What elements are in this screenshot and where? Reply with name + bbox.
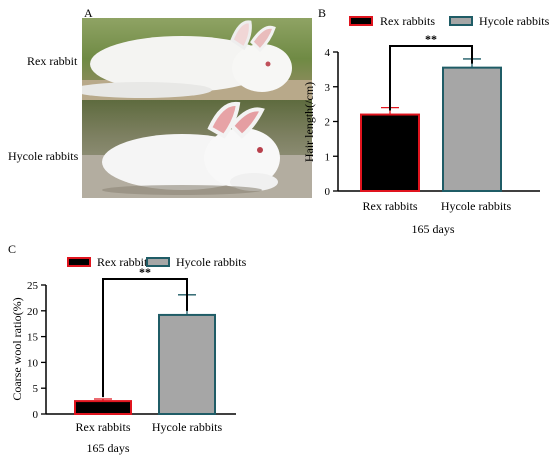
legend-b-rex-swatch	[349, 16, 373, 26]
legend-b-hycole-label: Hycole rabbits	[479, 14, 550, 28]
c-ytick-label-4: 20	[27, 306, 39, 318]
x-axis-label-c: 165 days	[87, 441, 130, 455]
x-axis-label-b: 165 days	[412, 222, 455, 236]
y-axis-label-c: Coarse wool ratio(%)	[10, 297, 24, 400]
b-significance-label: **	[425, 32, 437, 46]
x-cat-b-hycole: Hycole rabbits	[441, 199, 512, 213]
panel-b-letter: B	[318, 6, 327, 20]
b-significance-bracket	[389, 45, 473, 111]
legend-b-rex-label: Rex rabbits	[380, 14, 435, 28]
b-ytick-label-2: 2	[325, 117, 331, 129]
c-bar-0	[74, 400, 132, 416]
b-ytick-label-4: 4	[325, 47, 331, 59]
panel-a-letter: A	[84, 6, 93, 20]
rex-rabbit-photo	[82, 18, 312, 100]
c-significance-label: **	[139, 265, 151, 279]
legend-b-hycole-swatch	[449, 16, 473, 26]
legend-c-rex-label: Rex rabbits	[97, 255, 152, 269]
b-ytick-label-3: 3	[325, 82, 331, 94]
x-cat-c-rex: Rex rabbits	[76, 420, 131, 434]
b-ytick-label-1: 1	[325, 151, 331, 163]
panel-c-letter: C	[8, 242, 17, 256]
legend-c-hycole-label: Hycole rabbits	[176, 255, 247, 269]
c-ytick-label-2: 10	[27, 357, 39, 369]
c-ytick-label-5: 25	[27, 280, 39, 292]
legend-c-rex-swatch	[67, 257, 91, 267]
c-ytick-label-1: 5	[33, 383, 39, 395]
hycole-rabbit-photo	[82, 100, 312, 198]
c-significance-bracket	[102, 278, 188, 398]
y-axis-label-b: Hair length(/cm)	[302, 82, 316, 162]
hycole-rabbit-photo-label: Hycole rabbits	[8, 149, 79, 163]
c-bar-1	[158, 313, 216, 416]
b-bar-0	[360, 113, 420, 192]
c-ytick-label-3: 15	[27, 332, 39, 344]
x-cat-b-rex: Rex rabbits	[363, 199, 418, 213]
legend-b: Rex rabbits Hycole rabbits	[349, 14, 550, 28]
legend-c-hycole-swatch	[146, 257, 170, 267]
b-bar-1	[442, 66, 502, 192]
b-ytick-label-0: 0	[325, 186, 331, 198]
rex-rabbit-photo-label: Rex rabbit	[27, 54, 78, 68]
c-ytick-label-0: 0	[33, 409, 39, 421]
legend-c: Rex rabbits Hycole rabbits	[67, 255, 247, 269]
x-cat-c-hycole: Hycole rabbits	[152, 420, 223, 434]
